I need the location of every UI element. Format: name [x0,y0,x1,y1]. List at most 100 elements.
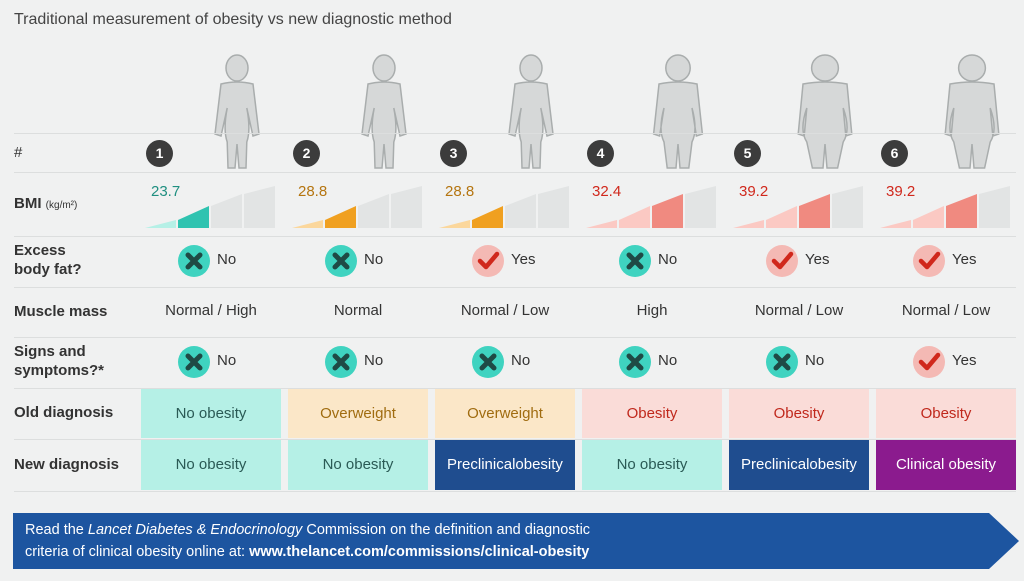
bmi-bar-segment [178,206,209,228]
journal-name: Lancet Diabetes & Endocrinology [87,522,303,538]
cross-icon [178,245,210,277]
cross-icon [619,245,651,277]
signs-symptoms-value: Yes [952,352,977,369]
bmi-bar-segment [685,186,716,228]
check-icon [913,346,945,378]
bmi-bar-segment [946,194,977,228]
bmi-bar-segment [244,186,275,228]
person-silhouette-icon [652,54,704,169]
new-diagnosis-line: obesity [809,456,857,473]
bmi-bar-segment [292,220,323,228]
figure-3 [499,52,563,170]
excess-fat-cell: No [582,245,722,277]
bmi-cell: 28.8 [288,179,428,231]
excess-fat-value: Yes [805,251,830,268]
signs-symptoms-value: No [364,352,384,369]
bmi-bar-segment [832,186,863,228]
case-number-badge: 6 [881,140,908,167]
row-label-muscle-mass: Muscle mass [14,303,108,320]
signs-symptoms-value: No [805,352,825,369]
cross-icon [178,346,210,378]
banner-arrow-shape [13,513,1019,569]
excess-fat-cell: No [141,245,281,277]
bmi-bar-segment [586,220,617,228]
bmi-bar-segment [325,206,356,228]
case-number-badge: 2 [293,140,320,167]
bmi-cell: 32.4 [582,179,722,231]
bmi-value: 23.7 [151,183,181,200]
muscle-mass-value: Normal [333,302,383,319]
cross-icon [619,346,651,378]
person-silhouette-icon [944,54,1000,169]
new-diagnosis-line: Preclinical [447,456,516,473]
muscle-mass-value: Normal / Low [460,302,550,319]
bmi-scale-bars [145,186,275,228]
person-silhouette-icon [508,54,554,169]
bmi-scale-bars [733,186,863,228]
old-diagnosis-value: Overweight [435,389,575,438]
bmi-unit: (kg/m²) [45,200,78,211]
bmi-bar-segment [391,186,422,228]
row-label-bmi: BMI (kg/m²) [14,195,78,212]
row-divider [14,388,1016,389]
person-silhouette-icon [214,54,260,169]
commission-banner[interactable]: Read the Lancet Diabetes & Endocrinology… [13,513,1019,569]
row-divider [14,236,1016,237]
cross-icon [766,346,798,378]
excess-fat-value: Yes [952,251,977,268]
check-icon [913,245,945,277]
row-divider [14,133,1016,134]
muscle-mass-value: High [636,302,668,319]
signs-symptoms-cell: No [288,346,428,378]
new-diagnosis-value: No obesity [288,440,428,490]
signs-symptoms-value: No [217,352,237,369]
excess-fat-value: No [658,251,678,268]
case-number-badge: 1 [146,140,173,167]
muscle-mass-value: Normal / Low [754,302,844,319]
bmi-bar-segment [619,206,650,228]
signs-symptoms-cell: No [729,346,869,378]
bmi-bar-segment [766,206,797,228]
figure-4 [646,52,710,170]
bmi-scale-bars [292,186,422,228]
case-number-badge: 4 [587,140,614,167]
bmi-scale-bars [439,186,569,228]
excess-fat-cell: Yes [435,245,575,277]
banner-text: Read the Lancet Diabetes & Endocrinology… [25,522,591,560]
bmi-bar-segment [439,220,470,228]
bmi-scale-bars [586,186,716,228]
figure-6 [940,52,1004,170]
bmi-cell: 28.8 [435,179,575,231]
row-divider [14,491,1016,492]
bmi-bar-segment [472,206,503,228]
signs-symptoms-value: No [511,352,531,369]
bmi-cell: 23.7 [141,179,281,231]
old-diagnosis-value: Obesity [876,389,1016,438]
check-icon [766,245,798,277]
cross-icon [325,245,357,277]
muscle-mass-value: Normal / High [165,302,257,319]
new-diagnosis-line: obesity [515,456,563,473]
person-silhouette-icon [797,54,853,169]
figure-5 [793,52,857,170]
body-figures [0,52,1024,172]
commission-link[interactable]: www.thelancet.com/commissions/clinical-o… [249,544,590,560]
bmi-bar-segment [358,194,389,228]
signs-symptoms-cell: No [435,346,575,378]
row-label-index: # [14,144,23,161]
new-diagnosis-value: Preclinical obesity [729,440,869,490]
figure-2 [352,52,416,170]
excess-fat-value: No [364,251,384,268]
bmi-bar-segment [913,206,944,228]
muscle-mass-value: Normal / Low [901,302,991,319]
new-diagnosis-value: No obesity [582,440,722,490]
old-diagnosis-value: Obesity [729,389,869,438]
bmi-bar-segment [979,186,1010,228]
person-silhouette-icon [361,54,407,169]
row-divider [14,439,1016,440]
bmi-value: 39.2 [739,183,769,200]
cross-icon [325,346,357,378]
bmi-value: 28.8 [445,183,475,200]
bmi-value: 28.8 [298,183,328,200]
excess-fat-cell: Yes [729,245,869,277]
